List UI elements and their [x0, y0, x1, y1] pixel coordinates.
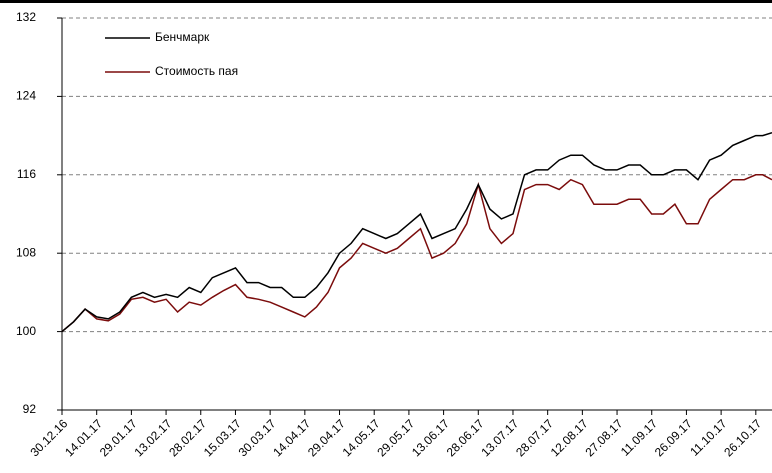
x-tick-label: 29.01.17	[97, 416, 140, 459]
legend-label: Стоимость пая	[155, 64, 238, 78]
x-tick-label: 28.07.17	[513, 416, 556, 459]
y-tick-label: 92	[23, 402, 37, 416]
x-tick-label: 26.09.17	[652, 416, 695, 459]
y-tick-label: 116	[17, 167, 36, 181]
x-tick-label: 13.02.17	[132, 416, 175, 459]
y-tick-label: 100	[16, 324, 36, 338]
legend-label: Бенчмарк	[155, 30, 210, 44]
y-tick-label: 132	[16, 10, 36, 24]
x-tick-label: 28.02.17	[166, 416, 209, 459]
x-tick-label: 27.08.17	[582, 416, 625, 459]
x-tick-label: 30.03.17	[236, 416, 279, 459]
x-tick-label: 29.04.17	[305, 416, 348, 459]
x-tick-label: 15.03.17	[201, 416, 244, 459]
x-tick-label: 13.07.17	[478, 416, 521, 459]
x-tick-label: 14.05.17	[340, 416, 383, 459]
y-tick-label: 108	[16, 245, 36, 259]
y-tick-label: 124	[16, 89, 36, 103]
x-tick-label: 26.10.17	[721, 416, 764, 459]
top-border	[0, 0, 772, 3]
x-tick-label: 13.06.17	[409, 416, 452, 459]
x-tick-label: 14.01.17	[62, 416, 105, 459]
x-tick-label: 14.04.17	[270, 416, 313, 459]
x-tick-label: 30.12.16	[27, 416, 70, 459]
series-line	[61, 174, 772, 333]
x-tick-label: 28.06.17	[444, 416, 487, 459]
x-tick-label: 29.05.17	[374, 416, 417, 459]
x-tick-label: 12.08.17	[548, 416, 591, 459]
series-line	[61, 131, 772, 333]
